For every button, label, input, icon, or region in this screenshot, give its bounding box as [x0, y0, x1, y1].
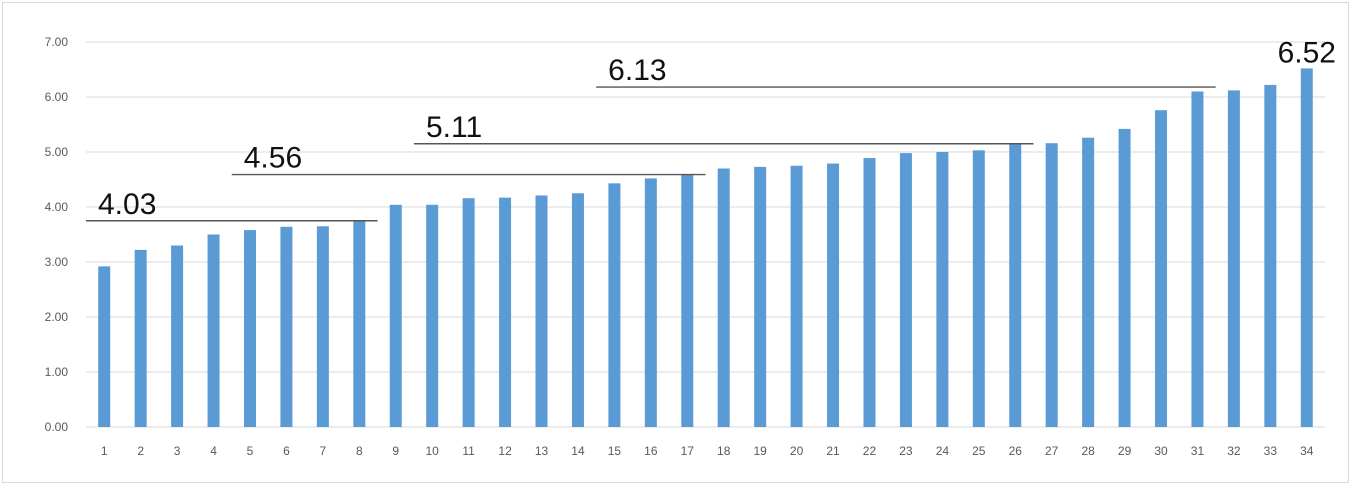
x-tick-label: 25	[972, 444, 986, 458]
bar	[1264, 84, 1277, 428]
x-tick-label: 34	[1300, 444, 1314, 458]
bar	[571, 193, 584, 427]
bar	[1300, 68, 1313, 428]
bar	[681, 174, 694, 427]
x-tick-label: 16	[644, 444, 658, 458]
x-tick-label: 29	[1118, 444, 1132, 458]
x-tick-label: 27	[1045, 444, 1059, 458]
x-tick-label: 22	[863, 444, 877, 458]
y-tick-label: 5.00	[45, 145, 69, 159]
x-tick-label: 10	[426, 444, 440, 458]
bar	[389, 204, 402, 427]
x-tick-label: 23	[899, 444, 913, 458]
bar	[1082, 137, 1095, 427]
x-tick-label: 8	[356, 444, 363, 458]
bar	[972, 150, 985, 427]
x-tick-label: 28	[1081, 444, 1095, 458]
bar	[644, 178, 657, 427]
annotation-label: 4.03	[98, 188, 156, 221]
x-tick-label: 21	[826, 444, 840, 458]
x-tick-label: 1	[101, 444, 108, 458]
x-tick-label: 6	[283, 444, 290, 458]
bar	[1191, 91, 1204, 427]
bar	[207, 234, 220, 427]
x-tick-label: 9	[392, 444, 399, 458]
x-tick-label: 2	[137, 444, 144, 458]
bar	[134, 249, 147, 427]
x-tick-label: 11	[462, 444, 475, 458]
x-tick-label: 5	[247, 444, 254, 458]
bar	[863, 158, 876, 428]
bar	[462, 198, 475, 427]
y-tick-label: 6.00	[45, 90, 69, 104]
bar	[899, 153, 912, 427]
x-tick-label: 19	[753, 444, 767, 458]
bar	[1227, 90, 1240, 428]
x-tick-label: 24	[936, 444, 950, 458]
x-tick-label: 15	[608, 444, 622, 458]
annotations: 4.03 4.56 5.11 6.13 6.52	[86, 36, 1336, 222]
annotation-label: 4.56	[244, 142, 302, 175]
bar	[1009, 144, 1022, 428]
bar	[316, 226, 329, 427]
x-axis-ticks: 1 2 3 4 5 6 7 8 9 10 11 12 13 14 15 16 17 18 19 20 21 22 23 24 2…	[101, 444, 1314, 458]
x-tick-label: 31	[1191, 444, 1205, 458]
bar	[936, 152, 949, 427]
bar	[827, 163, 840, 428]
y-tick-label: 7.00	[45, 35, 69, 49]
x-tick-label: 7	[320, 444, 327, 458]
x-tick-label: 14	[571, 444, 585, 458]
bar	[243, 230, 256, 427]
bar	[280, 226, 293, 427]
annotation-label: 6.52	[1278, 36, 1336, 69]
bar	[790, 165, 803, 427]
bar	[608, 183, 621, 427]
y-tick-label: 0.00	[45, 420, 69, 434]
x-tick-label: 12	[498, 444, 512, 458]
x-tick-label: 18	[717, 444, 731, 458]
y-axis-ticks: 0.00 1.00 2.00 3.00 4.00 5.00 6.00 7.00	[45, 35, 69, 434]
x-tick-label: 17	[681, 444, 695, 458]
y-tick-label: 4.00	[45, 200, 69, 214]
bar	[535, 195, 548, 427]
bar	[499, 197, 512, 427]
x-tick-label: 3	[174, 444, 181, 458]
bar	[98, 266, 111, 427]
bar	[426, 204, 439, 427]
bar	[1045, 143, 1058, 427]
x-tick-label: 26	[1009, 444, 1023, 458]
bar	[717, 168, 730, 427]
bar	[754, 166, 767, 427]
y-tick-label: 3.00	[45, 255, 69, 269]
x-tick-label: 33	[1264, 444, 1278, 458]
annotation-label: 5.11	[426, 111, 482, 144]
bar	[353, 220, 366, 427]
y-tick-label: 1.00	[45, 365, 69, 379]
x-tick-label: 30	[1154, 444, 1168, 458]
annotation-label: 6.13	[608, 54, 666, 87]
x-tick-label: 13	[535, 444, 549, 458]
bar	[171, 245, 184, 427]
bars	[98, 68, 1313, 428]
y-tick-label: 2.00	[45, 310, 69, 324]
x-tick-label: 32	[1227, 444, 1241, 458]
bar	[1118, 128, 1131, 427]
gridlines	[86, 41, 1325, 428]
x-tick-label: 20	[790, 444, 804, 458]
bar	[1155, 110, 1168, 427]
x-tick-label: 4	[210, 444, 217, 458]
